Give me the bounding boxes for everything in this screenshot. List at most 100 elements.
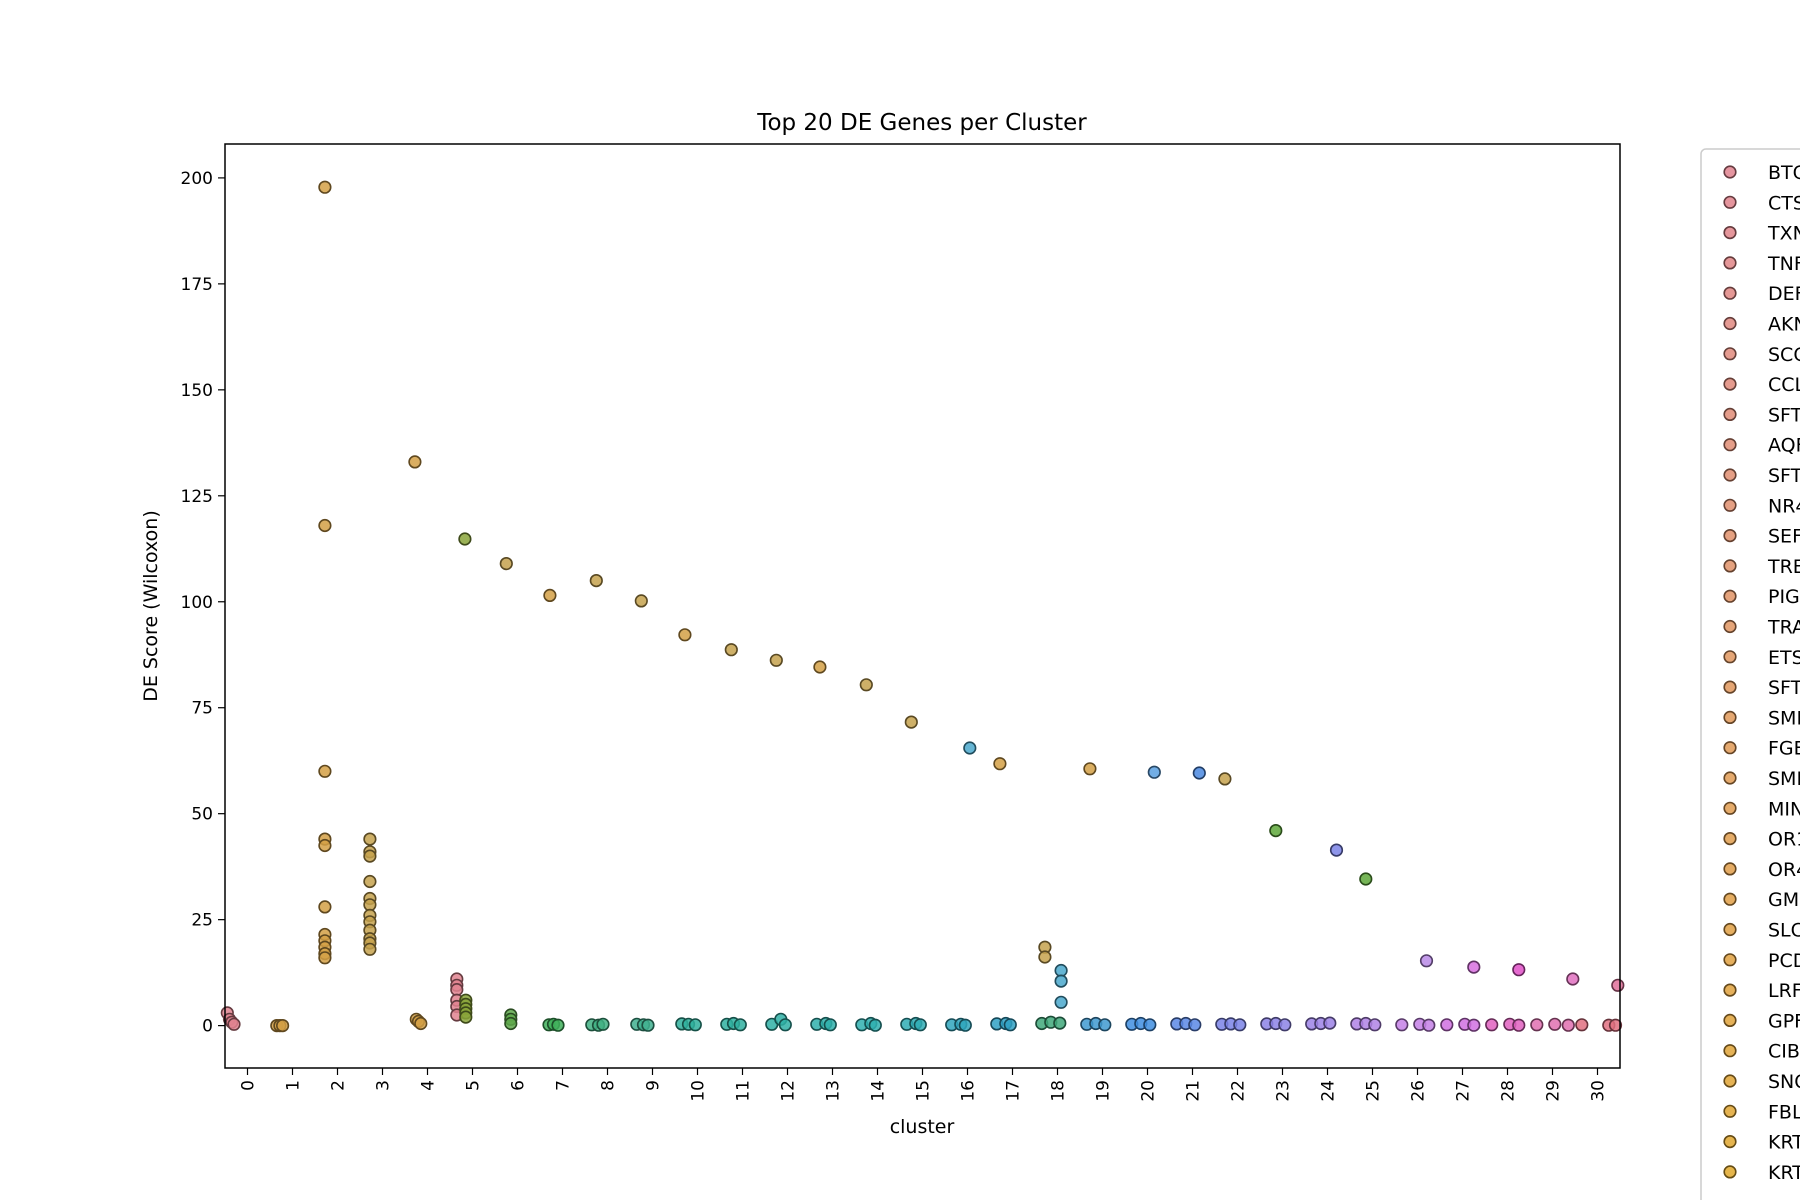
legend-marker xyxy=(1723,377,1737,391)
data-point xyxy=(813,660,827,674)
legend-label: BTG xyxy=(1768,162,1800,184)
data-point xyxy=(1038,950,1052,964)
data-point xyxy=(408,455,422,469)
legend-label: ETS xyxy=(1768,647,1800,669)
data-point xyxy=(778,1018,792,1032)
data-point xyxy=(688,1018,702,1032)
legend-marker xyxy=(1723,801,1737,815)
y-axis-ticks: 0 25 50 75 100 125 150 175 200 xyxy=(181,169,225,1037)
data-point xyxy=(276,1018,290,1033)
data-point xyxy=(318,900,332,914)
data-point xyxy=(1083,762,1097,776)
x-tick-label: 22 xyxy=(1229,1080,1249,1102)
data-point xyxy=(1485,1018,1499,1032)
legend-marker xyxy=(1723,1134,1737,1149)
data-point xyxy=(993,757,1007,771)
legend-label: KRT xyxy=(1768,1162,1800,1184)
y-tick-label: 100 xyxy=(181,593,213,613)
legend-marker xyxy=(1723,468,1737,482)
data-point xyxy=(414,1016,428,1031)
legend-marker xyxy=(1723,195,1737,209)
data-point xyxy=(1233,1018,1247,1032)
data-point xyxy=(1561,1018,1575,1032)
x-tick-label: 24 xyxy=(1319,1080,1339,1102)
data-point xyxy=(363,849,377,863)
legend-label: AKN xyxy=(1768,314,1800,336)
legend-marker xyxy=(1723,892,1737,906)
legend-label: TRA xyxy=(1767,617,1800,639)
data-point xyxy=(1053,1016,1067,1030)
legend-label: CTS xyxy=(1768,192,1800,214)
data-point xyxy=(551,1018,565,1032)
legend-label: TRE xyxy=(1767,556,1800,578)
legend-label: OR1 xyxy=(1768,829,1800,851)
legend-marker xyxy=(1723,347,1737,361)
data-point xyxy=(733,1018,747,1032)
data-point xyxy=(363,942,377,956)
legend-marker xyxy=(1723,407,1737,422)
data-point xyxy=(859,678,873,692)
legend-label: FGE xyxy=(1768,738,1800,760)
x-tick-label: 11 xyxy=(734,1080,754,1102)
legend-label: SEF xyxy=(1768,526,1800,548)
y-tick-label: 0 xyxy=(202,1017,213,1037)
x-tick-label: 19 xyxy=(1094,1080,1114,1102)
x-axis-label: cluster xyxy=(890,1116,955,1138)
legend-label: TXN xyxy=(1767,223,1800,245)
x-tick-label: 25 xyxy=(1364,1080,1384,1102)
legend-marker xyxy=(1723,922,1737,937)
x-tick-label: 1 xyxy=(284,1080,304,1091)
y-tick-label: 125 xyxy=(181,487,213,507)
data-point xyxy=(1611,978,1625,992)
legend-marker xyxy=(1723,1044,1737,1058)
data-point xyxy=(543,588,557,603)
legend-label: NR4 xyxy=(1768,495,1800,517)
x-tick-label: 29 xyxy=(1544,1080,1564,1102)
chart-marks xyxy=(220,180,1625,1033)
data-point xyxy=(459,1010,473,1024)
x-tick-label: 9 xyxy=(644,1080,664,1091)
data-point xyxy=(1512,1018,1526,1032)
data-point xyxy=(1566,972,1580,986)
y-tick-label: 175 xyxy=(181,275,213,295)
data-point xyxy=(1422,1018,1436,1032)
data-point xyxy=(1608,1018,1623,1032)
legend-label: GPF xyxy=(1768,1010,1800,1032)
legend-label: SMI xyxy=(1768,707,1800,729)
y-tick-label: 75 xyxy=(191,699,213,719)
y-tick-label: 150 xyxy=(181,381,213,401)
legend-marker xyxy=(1723,1104,1737,1118)
legend-marker xyxy=(1723,286,1737,300)
data-point xyxy=(318,838,332,853)
data-point xyxy=(504,1016,518,1031)
data-point xyxy=(1467,1018,1481,1032)
x-tick-label: 2 xyxy=(329,1080,349,1091)
x-tick-label: 13 xyxy=(824,1080,844,1102)
data-point xyxy=(318,180,332,194)
data-point xyxy=(1530,1018,1544,1032)
legend-label: KRT xyxy=(1768,1132,1800,1154)
data-point xyxy=(1323,1016,1337,1030)
legend-label: SMI xyxy=(1768,768,1800,790)
legend-marker xyxy=(1723,680,1737,694)
data-point xyxy=(1192,766,1206,780)
x-tick-label: 30 xyxy=(1589,1080,1609,1102)
legend-label: SFT xyxy=(1768,677,1800,699)
legend-label: OR4 xyxy=(1768,859,1800,881)
legend-marker xyxy=(1723,953,1737,967)
data-point xyxy=(1147,765,1161,779)
data-point xyxy=(1143,1018,1157,1032)
legend-label: SNC xyxy=(1768,1071,1800,1093)
data-point xyxy=(1188,1018,1202,1032)
x-tick-label: 14 xyxy=(869,1080,889,1102)
legend-label: MIN xyxy=(1768,798,1800,820)
legend-marker xyxy=(1723,256,1737,270)
legend-marker xyxy=(1723,862,1737,876)
data-point xyxy=(499,556,513,571)
legend-marker xyxy=(1723,650,1737,664)
data-point xyxy=(1419,954,1434,968)
x-tick-label: 20 xyxy=(1139,1080,1159,1102)
y-axis-label: DE Score (Wilcoxon) xyxy=(140,510,162,702)
data-point xyxy=(963,741,977,755)
legend-marker xyxy=(1723,619,1737,634)
